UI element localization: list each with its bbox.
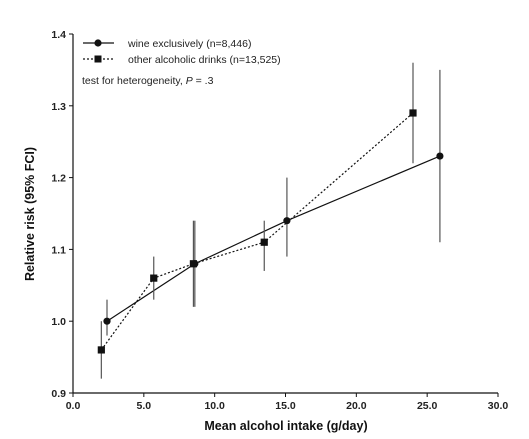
legend-marker-other xyxy=(94,55,102,63)
series-line xyxy=(106,155,441,322)
x-tick-label: 5.0 xyxy=(137,400,152,412)
series-line xyxy=(100,112,414,351)
y-tick-label: 1.1 xyxy=(51,244,66,256)
legend-label-wine: wine exclusively (n=8,446) xyxy=(127,38,251,50)
y-axis-title: Relative risk (95% FCI) xyxy=(23,147,37,281)
y-tick-label: 1.3 xyxy=(51,101,66,113)
data-point xyxy=(189,260,198,268)
data-point xyxy=(150,274,158,282)
y-tick-label: 1.4 xyxy=(51,29,66,41)
series-layer xyxy=(97,62,444,379)
y-tick-label: 0.9 xyxy=(51,388,66,400)
x-tick-labels: 0.0 5.0 10.0 15.0 20.0 25.0 30.0 xyxy=(66,400,509,412)
heterogeneity-prefix: test for heterogeneity, xyxy=(82,75,186,87)
heterogeneity-suffix: = .3 xyxy=(193,75,214,87)
data-point xyxy=(97,346,105,354)
y-tick-label: 1.0 xyxy=(51,316,66,328)
x-tick-label: 30.0 xyxy=(488,400,509,412)
x-axis-title: Mean alcohol intake (g/day) xyxy=(204,419,367,433)
data-point xyxy=(260,238,268,246)
series-1 xyxy=(97,62,417,379)
data-point xyxy=(409,109,417,117)
y-tick-label: 1.2 xyxy=(51,173,66,185)
tick-marks xyxy=(69,33,499,397)
legend-label-other: other alcoholic drinks (n=13,525) xyxy=(128,54,281,66)
legend-marker-wine xyxy=(94,39,102,47)
heterogeneity-note: test for heterogeneity, P = .3 xyxy=(82,75,214,87)
x-tick-label: 10.0 xyxy=(204,400,225,412)
legend: wine exclusively (n=8,446) other alcohol… xyxy=(83,38,281,66)
data-point xyxy=(103,317,111,325)
x-tick-label: 25.0 xyxy=(417,400,438,412)
data-point xyxy=(283,217,291,225)
x-tick-label: 15.0 xyxy=(275,400,296,412)
x-tick-label: 20.0 xyxy=(346,400,367,412)
y-tick-labels: 0.9 1.0 1.1 1.2 1.3 1.4 xyxy=(51,29,66,400)
data-point xyxy=(436,152,444,160)
heterogeneity-p: P xyxy=(186,75,193,87)
axes xyxy=(72,34,498,394)
x-tick-label: 0.0 xyxy=(66,400,81,412)
series-0 xyxy=(103,69,444,336)
